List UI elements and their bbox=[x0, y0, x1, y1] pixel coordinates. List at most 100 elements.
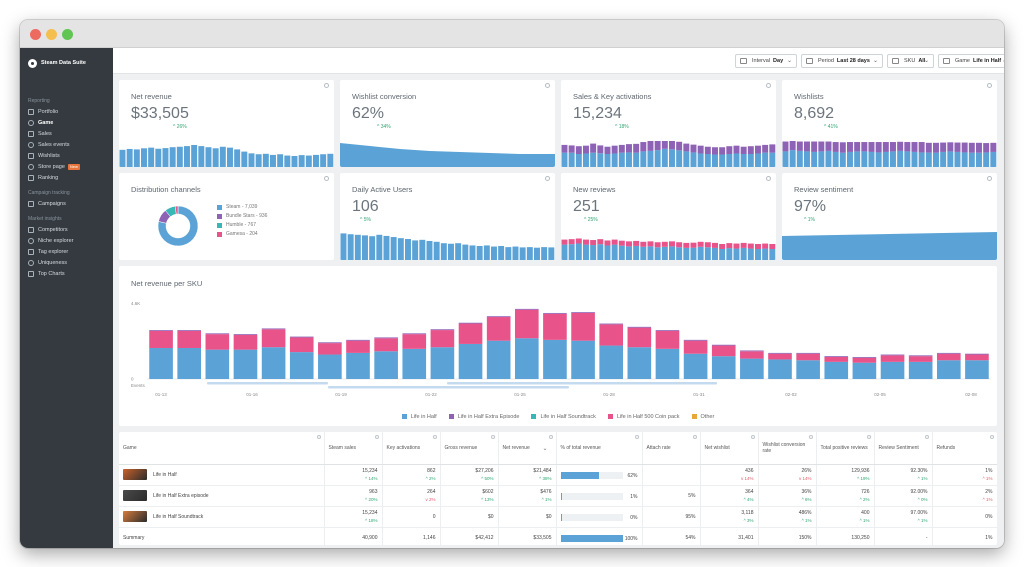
revenue-bar-segment[interactable] bbox=[599, 323, 624, 325]
info-icon[interactable] bbox=[432, 435, 437, 439]
column-header[interactable]: % of total revenue bbox=[556, 432, 643, 465]
sidebar-item-sales[interactable]: Sales bbox=[28, 129, 52, 138]
revenue-bar-segment[interactable] bbox=[289, 352, 314, 379]
revenue-bar-segment[interactable] bbox=[289, 336, 314, 338]
revenue-bar-segment[interactable] bbox=[965, 360, 989, 379]
legend-item[interactable]: Other bbox=[691, 414, 714, 420]
revenue-bar-segment[interactable] bbox=[402, 333, 427, 335]
sidebar-item-game[interactable]: Game bbox=[28, 118, 53, 127]
sku-filter[interactable]: SKU All ⌄ bbox=[887, 54, 934, 68]
legend-item[interactable]: Life in Half Extra Episode bbox=[448, 414, 519, 420]
donut-slice[interactable] bbox=[157, 205, 199, 247]
donut-slice[interactable] bbox=[174, 205, 179, 215]
info-icon[interactable] bbox=[545, 83, 550, 88]
column-header[interactable]: Net revenue ⌄ bbox=[498, 432, 557, 465]
revenue-bar-segment[interactable] bbox=[908, 361, 933, 379]
sidebar-item-portfolio[interactable]: Portfolio bbox=[28, 107, 58, 116]
column-header[interactable]: Key activations bbox=[382, 432, 441, 465]
revenue-bar-segment[interactable] bbox=[205, 334, 230, 350]
revenue-bar-segment[interactable] bbox=[571, 340, 595, 379]
revenue-bar-segment[interactable] bbox=[824, 356, 849, 362]
revenue-bar-segment[interactable] bbox=[711, 345, 736, 357]
revenue-bar-segment[interactable] bbox=[965, 353, 989, 355]
legend-item[interactable]: Life in Half 500 Coin pack bbox=[607, 414, 680, 420]
brand[interactable]: Steam Data Suite bbox=[28, 57, 86, 69]
revenue-bar-segment[interactable] bbox=[261, 329, 286, 348]
revenue-bar-segment[interactable] bbox=[711, 356, 736, 379]
revenue-bar-segment[interactable] bbox=[683, 340, 708, 354]
revenue-bar-segment[interactable] bbox=[796, 360, 820, 379]
revenue-bar-segment[interactable] bbox=[205, 333, 230, 335]
column-header[interactable]: Game bbox=[119, 432, 325, 465]
revenue-bar-segment[interactable] bbox=[318, 342, 342, 344]
sidebar-item-top-charts[interactable]: Top Charts bbox=[28, 269, 65, 278]
revenue-bar-segment[interactable] bbox=[936, 360, 961, 379]
revenue-bar-segment[interactable] bbox=[430, 347, 455, 379]
revenue-bar-segment[interactable] bbox=[571, 312, 595, 313]
info-icon[interactable] bbox=[545, 176, 550, 181]
revenue-bar-segment[interactable] bbox=[571, 312, 595, 341]
minimize-window-button[interactable] bbox=[46, 29, 57, 40]
revenue-bar-segment[interactable] bbox=[374, 351, 398, 379]
revenue-bar-segment[interactable] bbox=[655, 330, 680, 349]
revenue-bar-segment[interactable] bbox=[177, 330, 202, 349]
distribution-channels-card[interactable]: Distribution channels Steam - 7,039 Bundl… bbox=[119, 173, 334, 260]
sidebar-item-ranking[interactable]: Ranking bbox=[28, 173, 58, 182]
revenue-bar-segment[interactable] bbox=[599, 324, 624, 346]
event-bar[interactable] bbox=[207, 382, 328, 385]
period-filter[interactable]: Period Last 28 days ⌄ bbox=[801, 54, 883, 68]
revenue-bar-segment[interactable] bbox=[177, 348, 202, 379]
wishlists-card[interactable]: Wishlists 8,692 ^ 41% bbox=[782, 80, 997, 167]
revenue-bar-segment[interactable] bbox=[683, 339, 708, 341]
game-cell[interactable]: Life in Half bbox=[119, 464, 325, 486]
sidebar-item-competitors[interactable]: Competitors bbox=[28, 225, 68, 234]
revenue-bar-segment[interactable] bbox=[514, 309, 539, 339]
column-header[interactable]: Attach rate bbox=[642, 432, 701, 465]
revenue-bar-segment[interactable] bbox=[796, 353, 820, 361]
revenue-bar-segment[interactable] bbox=[852, 357, 877, 363]
sort-chevron-icon[interactable]: ⌄ bbox=[542, 446, 548, 452]
revenue-bar-segment[interactable] bbox=[261, 347, 286, 379]
revenue-bar-segment[interactable] bbox=[514, 308, 539, 310]
info-icon[interactable] bbox=[692, 435, 697, 439]
revenue-bar-segment[interactable] bbox=[458, 323, 483, 344]
revenue-bar-segment[interactable] bbox=[458, 343, 483, 379]
sidebar-item-sales-events[interactable]: Sales events bbox=[28, 140, 70, 149]
info-icon[interactable] bbox=[866, 435, 871, 439]
event-bar[interactable] bbox=[447, 382, 717, 385]
table-row[interactable]: Life in Half Soundtrack 15,234 ^ 18% 0 $0 $0 0… bbox=[119, 506, 997, 528]
info-icon[interactable] bbox=[490, 435, 495, 439]
revenue-bar-segment[interactable] bbox=[402, 348, 427, 379]
revenue-bar-segment[interactable] bbox=[149, 348, 173, 379]
event-bar[interactable] bbox=[328, 386, 569, 389]
net-revenue-card[interactable]: Net revenue $33,505 ^ 26% bbox=[119, 80, 334, 167]
revenue-bar-segment[interactable] bbox=[430, 329, 455, 331]
column-header[interactable]: Steam sales bbox=[324, 432, 383, 465]
info-icon[interactable] bbox=[634, 435, 639, 439]
info-icon[interactable] bbox=[374, 435, 379, 439]
revenue-bar-segment[interactable] bbox=[908, 355, 933, 357]
revenue-bar-segment[interactable] bbox=[486, 340, 511, 379]
info-icon[interactable] bbox=[808, 435, 813, 439]
info-icon[interactable] bbox=[766, 176, 771, 181]
revenue-bar-segment[interactable] bbox=[346, 352, 370, 379]
revenue-bar-segment[interactable] bbox=[880, 355, 905, 362]
game-cell[interactable]: Life in Half Extra episode bbox=[119, 485, 325, 507]
info-icon[interactable] bbox=[750, 435, 755, 439]
revenue-bar-segment[interactable] bbox=[852, 356, 877, 358]
revenue-bar-segment[interactable] bbox=[627, 326, 652, 328]
info-icon[interactable] bbox=[766, 83, 771, 88]
revenue-bar-segment[interactable] bbox=[768, 353, 792, 360]
column-header[interactable]: Wishlist conversion rate bbox=[758, 432, 817, 465]
interval-filter[interactable]: Interval Day ⌄ bbox=[735, 54, 797, 68]
revenue-bar-segment[interactable] bbox=[768, 359, 792, 379]
info-icon[interactable] bbox=[987, 176, 992, 181]
revenue-bar-segment[interactable] bbox=[543, 313, 567, 340]
revenue-bar-segment[interactable] bbox=[318, 354, 342, 379]
revenue-bar-segment[interactable] bbox=[233, 349, 258, 379]
legend-item[interactable]: Life in Half bbox=[401, 414, 437, 420]
revenue-bar-segment[interactable] bbox=[740, 351, 764, 359]
sidebar-item-wishlists[interactable]: Wishlists bbox=[28, 151, 60, 160]
revenue-bar-segment[interactable] bbox=[430, 330, 455, 348]
